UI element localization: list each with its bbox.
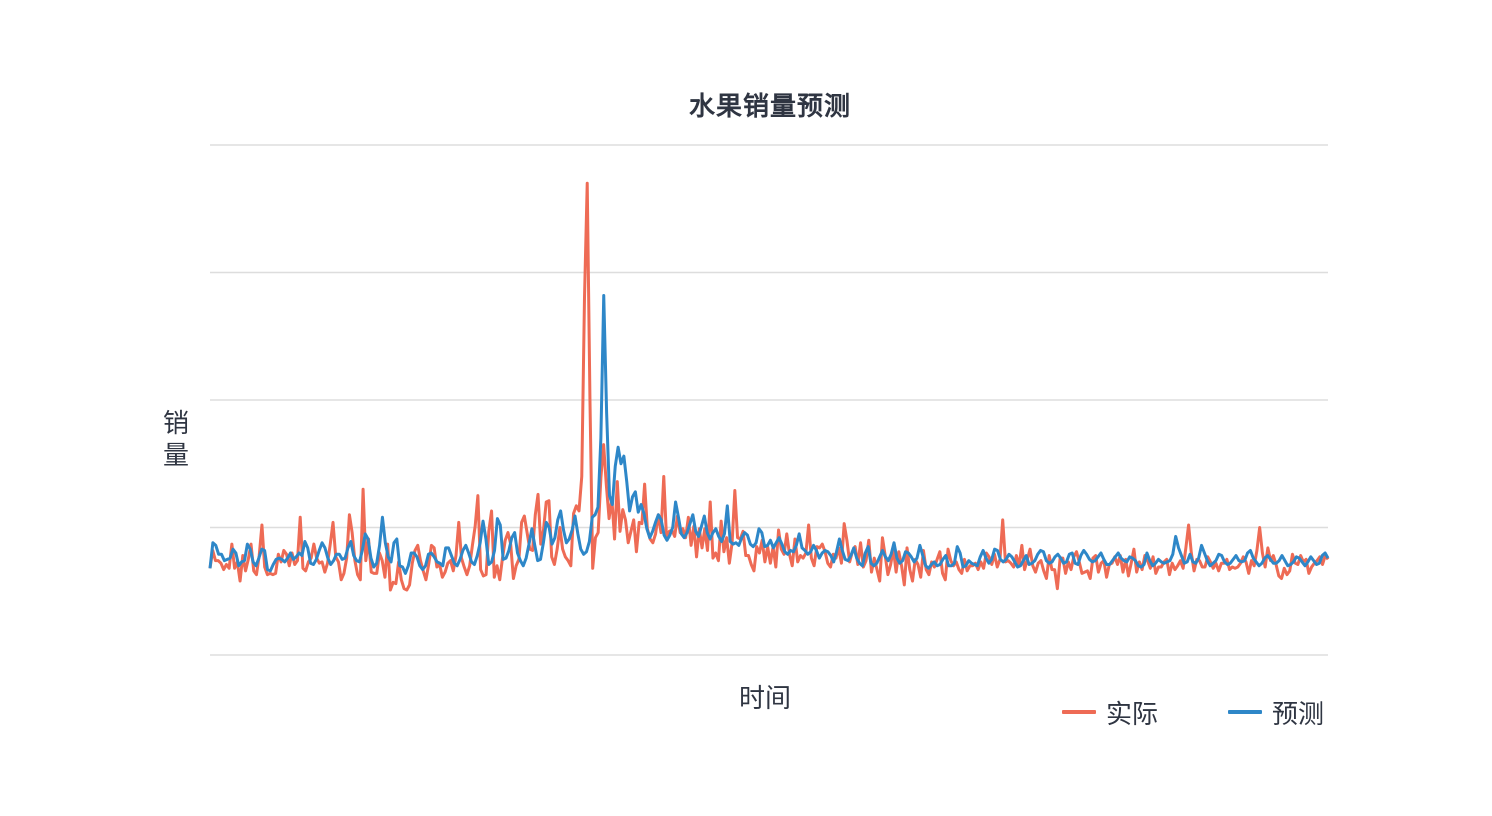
- legend-item-forecast[interactable]: 预测: [1228, 694, 1324, 731]
- legend-item-actual[interactable]: 实际: [1062, 694, 1158, 731]
- legend-swatch-actual: [1062, 710, 1096, 714]
- chart-title: 水果销量预测: [688, 92, 851, 122]
- legend-label-actual: 实际: [1106, 699, 1159, 730]
- x-axis-label: 时间: [738, 684, 791, 714]
- series-line-forecast: [208, 293, 1330, 575]
- legend-label-forecast: 预测: [1272, 699, 1325, 730]
- legend-swatch-forecast: [1228, 710, 1263, 714]
- legend: 实际 预测: [1062, 694, 1324, 730]
- series-line-actual: [208, 181, 1330, 592]
- y-axis-label: 销量: [162, 409, 189, 471]
